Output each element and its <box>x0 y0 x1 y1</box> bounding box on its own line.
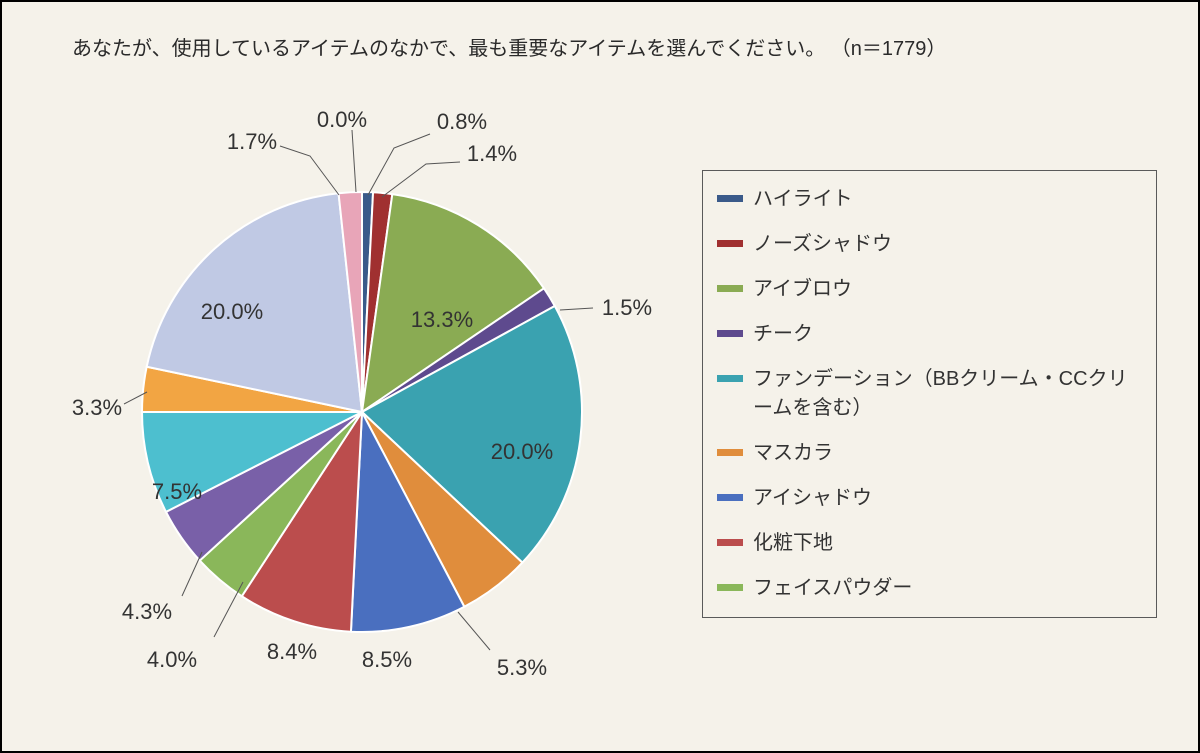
slice-label: 13.3% <box>411 307 473 333</box>
legend-label: アイシャドウ <box>753 484 1142 513</box>
slice-label: 4.0% <box>147 647 197 673</box>
slice-label: 8.4% <box>267 639 317 665</box>
legend-label: ファンデーション（BBクリーム・CCクリームを含む） <box>753 365 1142 423</box>
leader-line <box>352 130 356 192</box>
slice-label: 0.8% <box>437 109 487 135</box>
slice-label: 0.0% <box>317 107 367 133</box>
legend-label: チーク <box>753 320 1142 349</box>
legend-item: ノーズシャドウ <box>717 230 1142 259</box>
legend-swatch <box>717 240 743 247</box>
slice-label: 3.3% <box>72 395 122 421</box>
legend-item: チーク <box>717 320 1142 349</box>
leader-line <box>560 308 593 310</box>
legend-label: マスカラ <box>753 439 1142 468</box>
pie-chart: 0.8% 1.4% 13.3% 1.5% 20.0% 5.3% 8.5% 8.4% 4.0% 4.… <box>42 82 682 722</box>
slice-label: 1.5% <box>602 295 652 321</box>
legend-item: アイシャドウ <box>717 484 1142 513</box>
slice-label: 1.4% <box>467 141 517 167</box>
legend: ハイライトノーズシャドウアイブロウチークファンデーション（BBクリーム・CCクリ… <box>702 170 1157 618</box>
slice-label: 5.3% <box>497 655 547 681</box>
pie-svg <box>42 82 682 722</box>
legend-item: フェイスパウダー <box>717 574 1142 603</box>
leader-line <box>280 146 339 195</box>
legend-item: マスカラ <box>717 439 1142 468</box>
leader-line <box>214 582 243 637</box>
legend-item: アイブロウ <box>717 275 1142 304</box>
leader-line <box>382 162 460 197</box>
legend-swatch <box>717 449 743 456</box>
slice-label: 20.0% <box>201 299 263 325</box>
chart-title: あなたが、使用しているアイテムのなかで、最も重要なアイテムを選んでください。 （… <box>72 32 946 61</box>
legend-label: フェイスパウダー <box>753 574 1142 603</box>
slice-label: 20.0% <box>491 439 553 465</box>
legend-item: 化粧下地 <box>717 529 1142 558</box>
slice-label: 1.7% <box>227 129 277 155</box>
leader-line <box>368 134 430 195</box>
legend-label: ノーズシャドウ <box>753 230 1142 259</box>
legend-label: ハイライト <box>753 185 1142 214</box>
leader-line <box>458 612 490 650</box>
legend-label: 化粧下地 <box>753 529 1142 558</box>
legend-swatch <box>717 285 743 292</box>
legend-swatch <box>717 494 743 501</box>
slice-label: 8.5% <box>362 647 412 673</box>
legend-swatch <box>717 330 743 337</box>
legend-swatch <box>717 375 743 382</box>
slice-label: 4.3% <box>122 599 172 625</box>
legend-item: ファンデーション（BBクリーム・CCクリームを含む） <box>717 365 1142 423</box>
legend-swatch <box>717 584 743 591</box>
legend-swatch <box>717 539 743 546</box>
legend-label: アイブロウ <box>753 275 1142 304</box>
legend-swatch <box>717 195 743 202</box>
legend-item: ハイライト <box>717 185 1142 214</box>
slice-label: 7.5% <box>152 479 202 505</box>
leader-line <box>182 552 202 596</box>
chart-container: あなたが、使用しているアイテムのなかで、最も重要なアイテムを選んでください。 （… <box>0 0 1200 753</box>
